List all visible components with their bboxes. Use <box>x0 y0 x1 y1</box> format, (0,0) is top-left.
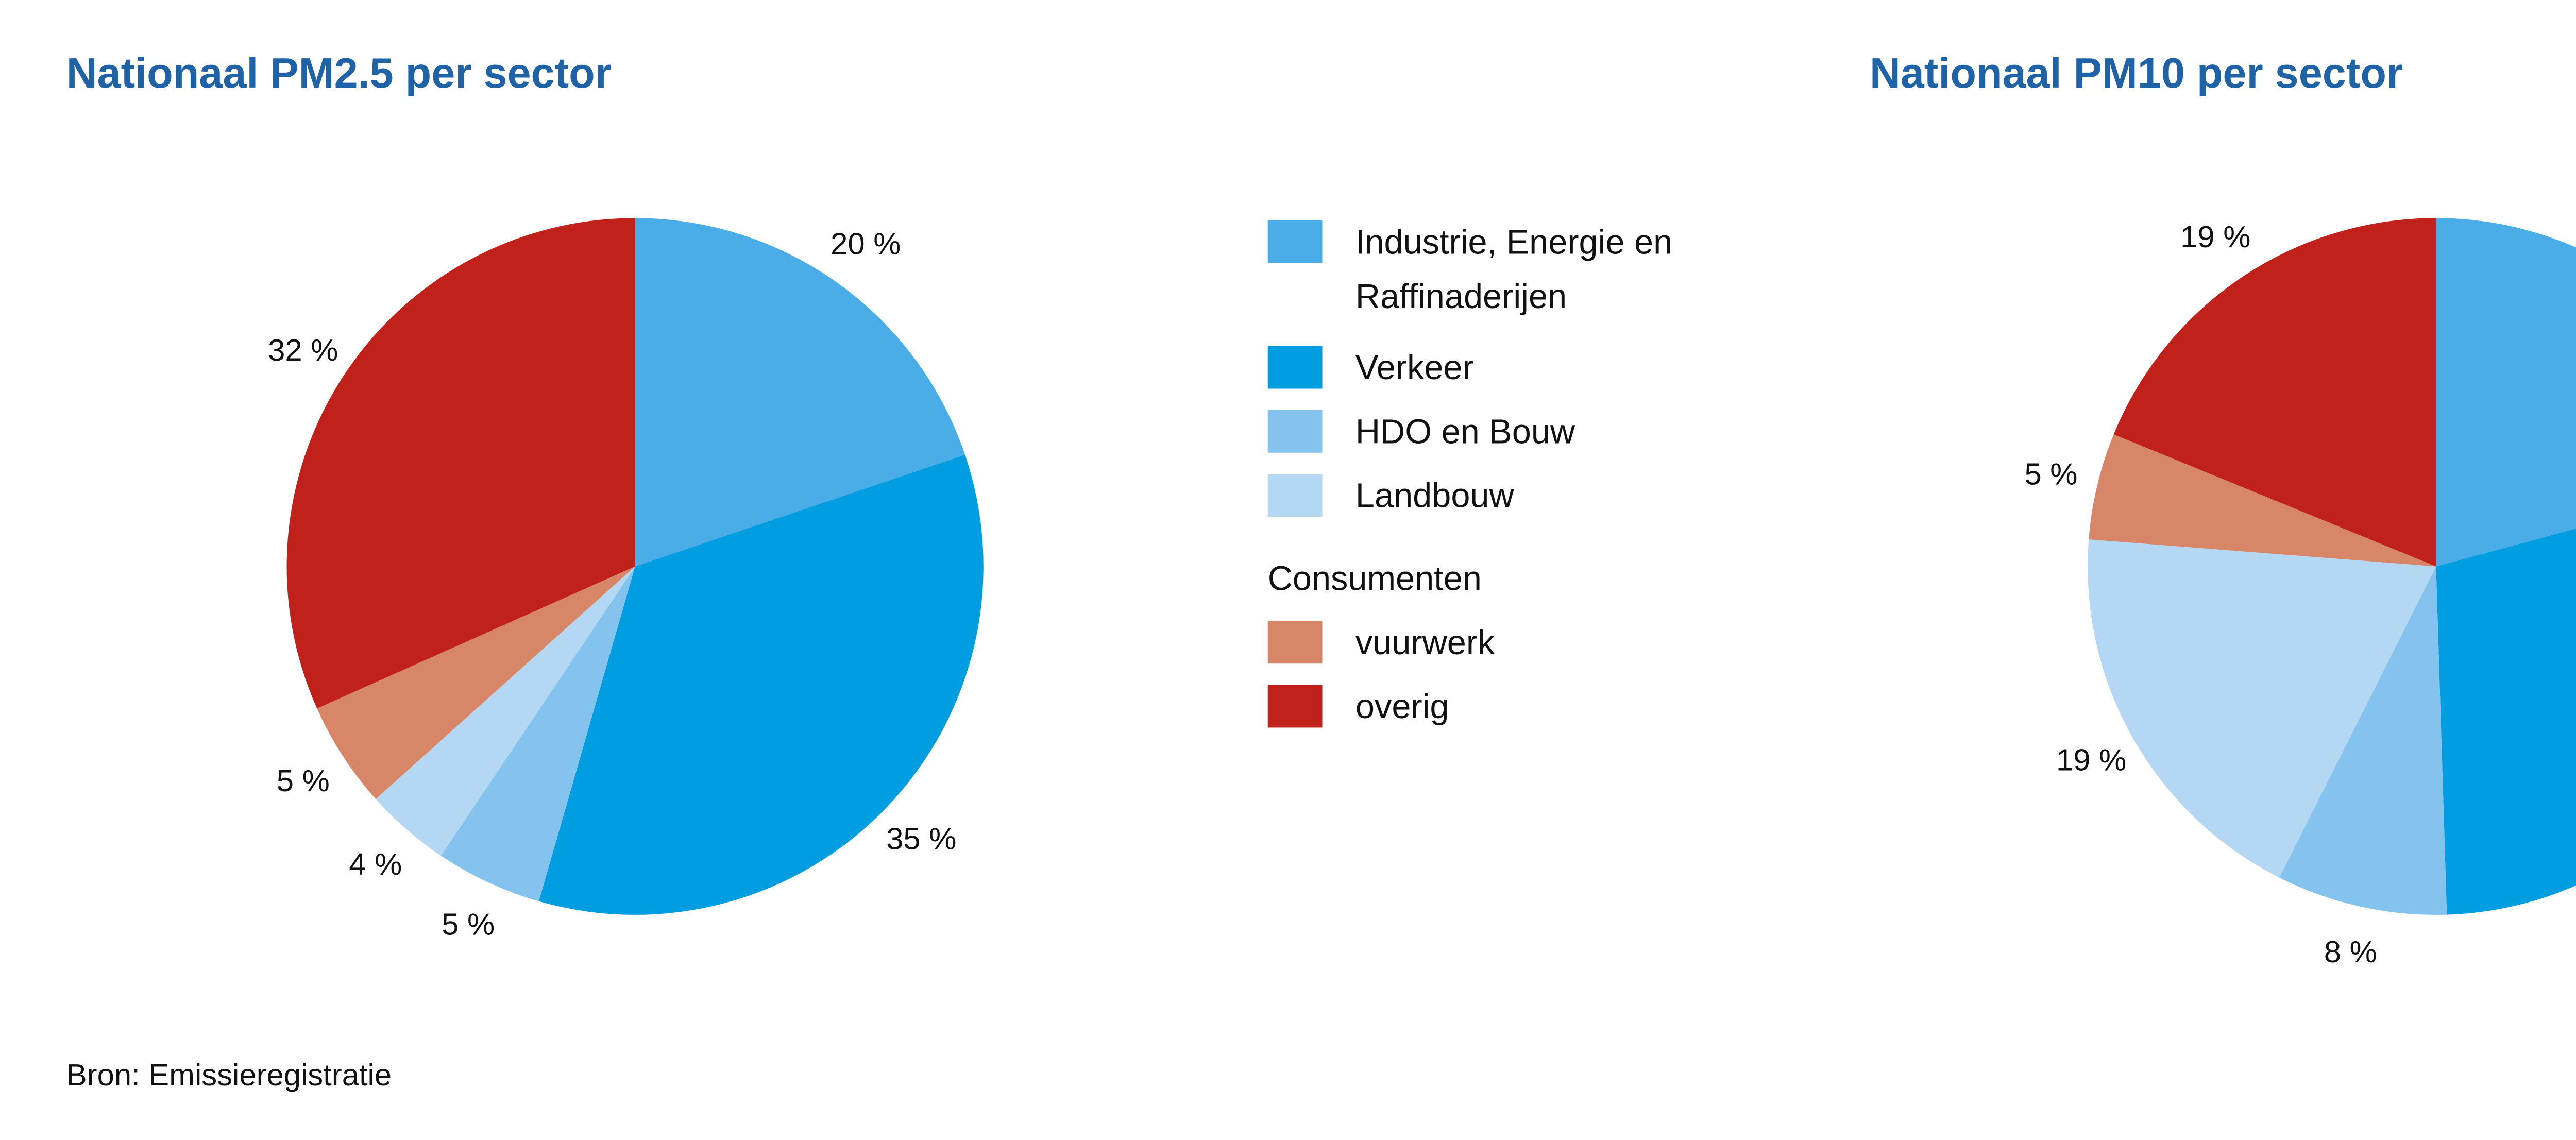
pie-label-landbouw: 19 % <box>2056 742 2126 777</box>
pie-label-industrie: 20 % <box>831 227 901 261</box>
chart-pm10: Nationaal PM10 per sector 21 %29 %8 %19 … <box>1870 49 2576 969</box>
pie-label-hdo: 8 % <box>2324 934 2377 969</box>
chart-title: Nationaal PM10 per sector <box>1870 49 2403 97</box>
legend-swatch-vuurwerk <box>1267 621 1323 664</box>
pie-slice-overig <box>286 218 635 709</box>
pie-slice-industrie <box>635 218 965 567</box>
pie-slice-overig <box>2113 218 2436 567</box>
pie-label-landbouw: 4 % <box>349 847 402 881</box>
pie-slice-landbouw <box>2088 539 2436 878</box>
legend-label-overig: overig <box>1355 688 1449 726</box>
legend-label-vuurwerk: vuurwerk <box>1355 624 1495 662</box>
pie-label-hdo: 5 % <box>442 907 495 942</box>
pie-label-overig: 19 % <box>2180 219 2250 254</box>
legend-swatch-hdo <box>1267 410 1323 453</box>
legend-label-landbouw: Landbouw <box>1355 477 1515 515</box>
pie-pm25 <box>286 218 984 915</box>
pie-label-overig: 32 % <box>268 333 338 367</box>
pie-labels-pm25: 20 % 35 % 5 % 4 % 5 % 32 % <box>268 227 956 942</box>
pie-slice-hdo <box>440 566 635 901</box>
legend-swatch-landbouw <box>1267 474 1323 517</box>
source-note: Bron: Emissieregistratie <box>66 1058 392 1092</box>
legend-group-consumenten: Consumenten <box>1268 560 1482 598</box>
legend-label-industrie-line2: Raffinaderijen <box>1355 278 1567 316</box>
legend-swatch-verkeer <box>1267 346 1323 389</box>
pie-slice-vuurwerk <box>2089 434 2436 567</box>
pie-pm10 <box>2088 218 2576 915</box>
chart-pm25: Nationaal PM2.5 per sector 20 % 35 % 5 % 4 … <box>66 49 1672 941</box>
pie-slice-hdo <box>2279 566 2447 915</box>
legend-label-hdo: HDO en Bouw <box>1355 413 1575 451</box>
pie-labels-pm10: 21 %29 %8 %19 %5 %19 % <box>2024 219 2377 969</box>
pie-label-vuurwerk: 5 % <box>2024 456 2077 491</box>
legend-label-industrie-line1: Industrie, Energie en <box>1355 223 1672 261</box>
legend-swatch-overig <box>1267 685 1323 728</box>
pie-slice-verkeer <box>538 454 984 915</box>
pie-label-vuurwerk: 5 % <box>277 763 330 798</box>
chart-title: Nationaal PM2.5 per sector <box>66 49 612 97</box>
pie-label-verkeer: 35 % <box>886 821 956 856</box>
pie-slice-vuurwerk <box>317 566 635 799</box>
legend-swatch-industrie <box>1267 220 1323 263</box>
legend-pm25: Industrie, Energie en Raffinaderijen Ver… <box>1267 220 1672 728</box>
legend-label-verkeer: Verkeer <box>1355 349 1474 387</box>
pie-slice-verkeer <box>2436 529 2576 915</box>
pie-slice-industrie <box>2436 218 2576 567</box>
pie-slice-landbouw <box>376 566 635 856</box>
